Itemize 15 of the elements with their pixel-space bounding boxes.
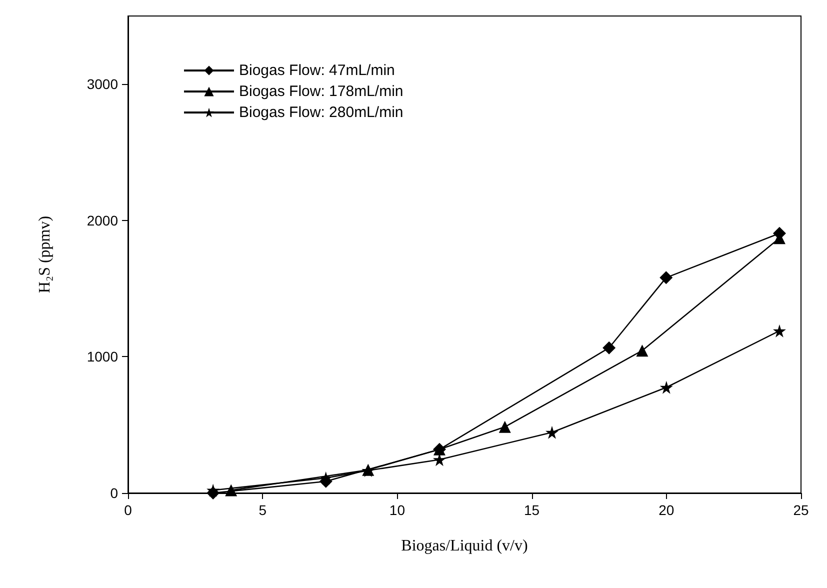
- y-tick-label: 1000: [86, 348, 118, 365]
- legend-label: Biogas Flow: 178mL/min: [239, 83, 404, 100]
- x-axis-title: Biogas/Liquid (v/v): [401, 538, 528, 554]
- y-tick-label: 3000: [86, 76, 118, 92]
- y-tick-label: 0: [110, 485, 118, 501]
- legend-label: Biogas Flow: 47mL/min: [239, 62, 395, 79]
- x-tick-label: 20: [658, 502, 674, 518]
- x-tick-label: 0: [124, 502, 132, 518]
- x-tick-label: 15: [524, 502, 540, 518]
- x-tick-label: 10: [389, 502, 406, 518]
- x-tick-label: 25: [793, 502, 809, 518]
- x-tick-label: 5: [258, 502, 267, 518]
- y-tick-label: 2000: [86, 212, 118, 228]
- legend-label: Biogas Flow: 280mL/min: [239, 104, 404, 121]
- y-axis-title: H₂S (ppmv): [36, 216, 54, 294]
